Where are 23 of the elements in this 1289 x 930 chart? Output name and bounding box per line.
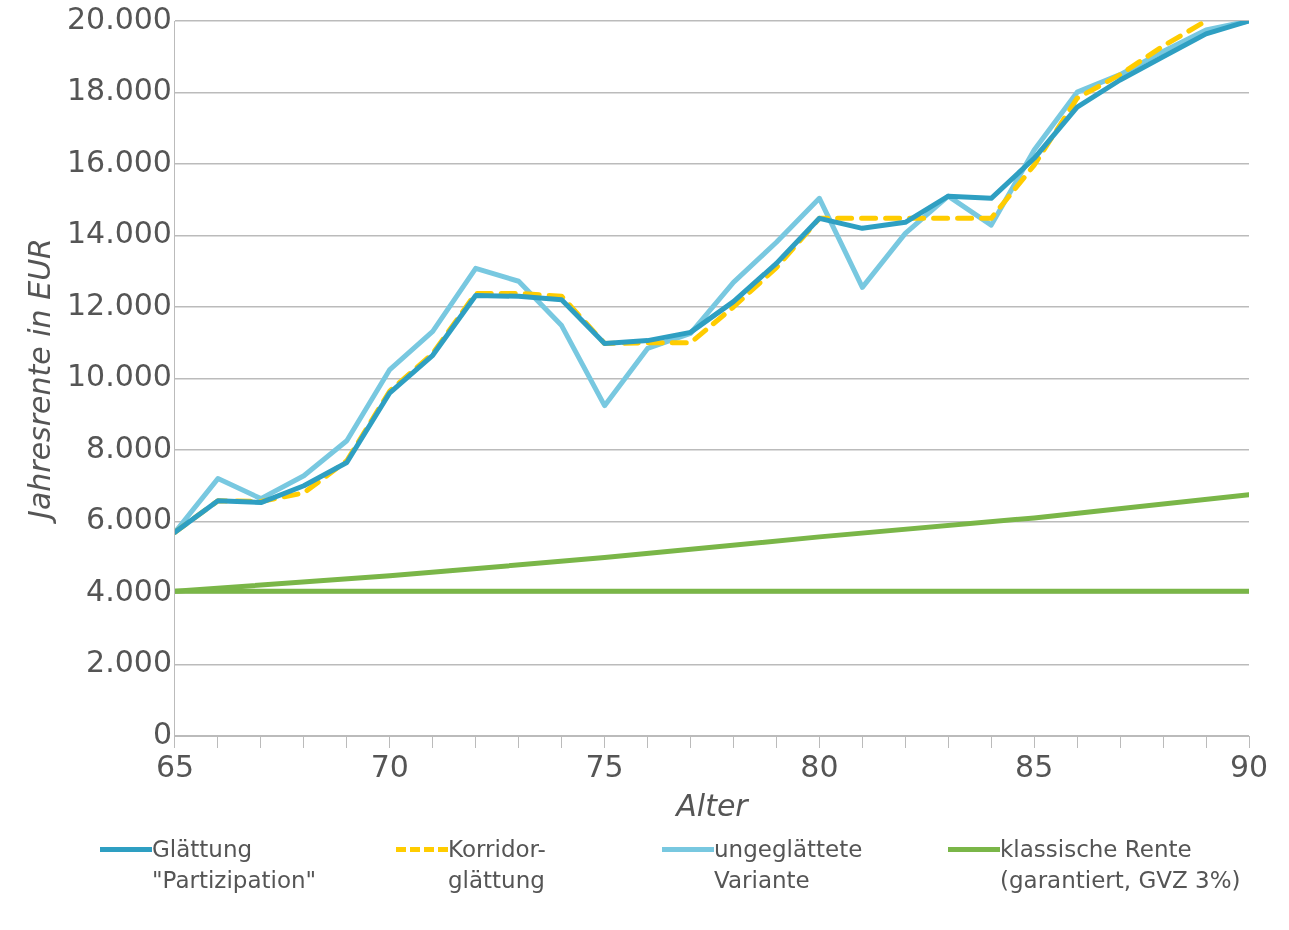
y-tick-label: 8.000 — [86, 429, 172, 465]
legend-label: klassische Rente (garantiert, GVZ 3%) — [1000, 835, 1242, 895]
y-tick-label: 6.000 — [86, 501, 172, 537]
x-axis-title: Alter — [674, 787, 750, 823]
y-axis-title: Jahresrente in EUR — [21, 238, 57, 524]
x-tick-label: 75 — [585, 748, 624, 784]
legend-label: Glättung "Partizipation" — [152, 835, 318, 895]
x-tick-label: 70 — [370, 748, 409, 784]
x-tick-label: 65 — [155, 748, 195, 784]
y-tick-label: 0 — [152, 715, 172, 751]
x-tick-label: 90 — [1229, 748, 1269, 784]
legend-label: Korridor-glättung — [448, 835, 547, 895]
y-tick-label: 14.000 — [66, 215, 172, 251]
x-tick-label: 85 — [1015, 748, 1054, 784]
y-tick-label: 4.000 — [86, 572, 172, 608]
y-tick-label: 16.000 — [66, 143, 172, 179]
y-tick-label: 18.000 — [66, 72, 172, 108]
legend-label: ungeglättete Variante — [714, 835, 864, 895]
y-tick-label: 20.000 — [66, 0, 172, 36]
y-tick-label: 12.000 — [66, 286, 172, 322]
y-tick-label: 10.000 — [66, 358, 172, 394]
x-tick-label: 80 — [800, 748, 839, 784]
y-tick-label: 2.000 — [86, 644, 172, 680]
